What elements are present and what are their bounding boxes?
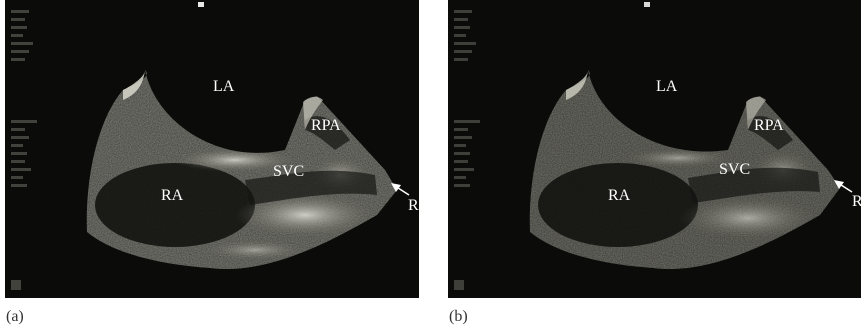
label-svc: SVC bbox=[719, 161, 751, 178]
caption-b: (b) bbox=[449, 308, 468, 325]
label-r: R bbox=[408, 197, 419, 214]
label-ra: RA bbox=[608, 187, 631, 204]
label-rpa: RPA bbox=[311, 117, 341, 134]
echo-image-a: LA RPA SVC RA R bbox=[5, 0, 419, 298]
label-r: R bbox=[852, 193, 861, 210]
label-rpa: RPA bbox=[754, 117, 784, 134]
ultrasound-sector-b bbox=[454, 2, 853, 290]
label-svc: SVC bbox=[273, 163, 305, 180]
echo-image-b: LA RPA SVC RA R bbox=[448, 0, 861, 298]
label-ra: RA bbox=[161, 187, 184, 204]
ultrasound-sector-a bbox=[11, 2, 410, 290]
label-la: LA bbox=[656, 78, 678, 95]
caption-a: (a) bbox=[6, 308, 24, 325]
label-la: LA bbox=[213, 78, 235, 95]
